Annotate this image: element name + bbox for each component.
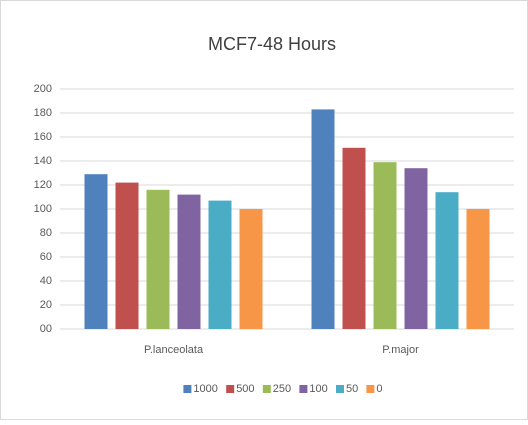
legend-swatch (262, 385, 271, 393)
legend-swatch (226, 385, 235, 393)
bar (404, 168, 428, 329)
legend-label: 100 (309, 383, 327, 395)
y-tick-label: 80 (40, 227, 52, 239)
legend-label: 50 (346, 383, 358, 395)
y-tick-label: 160 (34, 131, 52, 143)
legend-label: 500 (236, 383, 254, 395)
y-tick-label: 40 (40, 275, 52, 287)
y-tick-label: 120 (34, 179, 52, 191)
bar (177, 194, 201, 329)
legend-swatch (183, 385, 192, 393)
bar (146, 189, 170, 329)
legend-label: 1000 (193, 383, 217, 395)
bar (115, 182, 139, 329)
bar (435, 192, 459, 329)
legend-swatch (299, 385, 308, 393)
legend-swatch (336, 385, 344, 393)
y-tick-label: 200 (34, 83, 52, 95)
x-tick-label: P.major (382, 344, 419, 356)
y-tick-label: 180 (34, 107, 52, 119)
bar (208, 200, 232, 329)
y-tick-label: 60 (40, 251, 52, 263)
chart-title: MCF7-48 Hours (208, 34, 336, 54)
y-tick-label: 140 (34, 155, 52, 167)
legend-label: 250 (273, 383, 291, 395)
y-tick-label: 20 (40, 299, 52, 311)
bar (84, 174, 108, 329)
legend-label: 0 (376, 383, 382, 395)
y-tick-label: 100 (34, 203, 52, 215)
bar (342, 147, 366, 329)
bar (373, 162, 397, 329)
x-tick-label: P.lanceolata (144, 344, 204, 356)
y-tick-label: 00 (40, 323, 52, 335)
bar (239, 209, 263, 329)
bar (466, 209, 490, 329)
legend-swatch (366, 385, 375, 393)
bar (311, 109, 335, 330)
